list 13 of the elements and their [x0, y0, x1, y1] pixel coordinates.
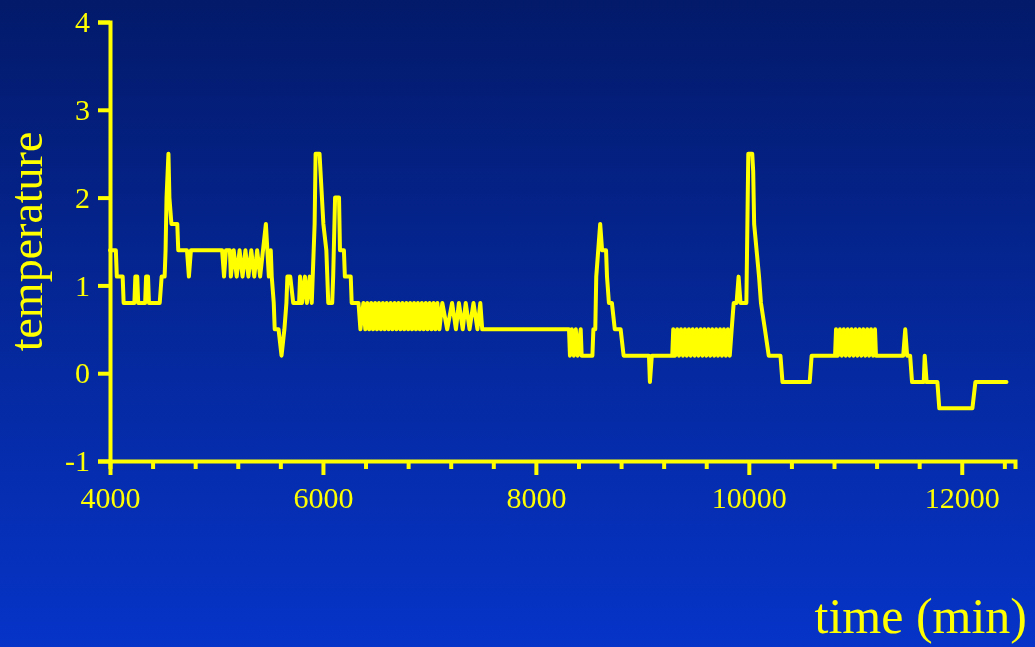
x-tick-label: 6000 [293, 481, 354, 515]
y-tick-label: -1 [65, 444, 90, 478]
x-tick-label: 8000 [506, 481, 567, 515]
x-tick-label: 12000 [924, 481, 1000, 515]
y-axis-title: temperature [1, 131, 52, 352]
y-tick-label: 4 [75, 5, 90, 39]
x-axis-title: time (min) [814, 588, 1027, 644]
y-tick-label: 0 [75, 356, 90, 390]
y-tick-label: 2 [75, 180, 90, 214]
x-tick-label: 4000 [80, 481, 141, 515]
y-tick-label: 1 [75, 268, 90, 302]
x-tick-label: 10000 [711, 481, 787, 515]
y-tick-label: 3 [75, 92, 90, 126]
